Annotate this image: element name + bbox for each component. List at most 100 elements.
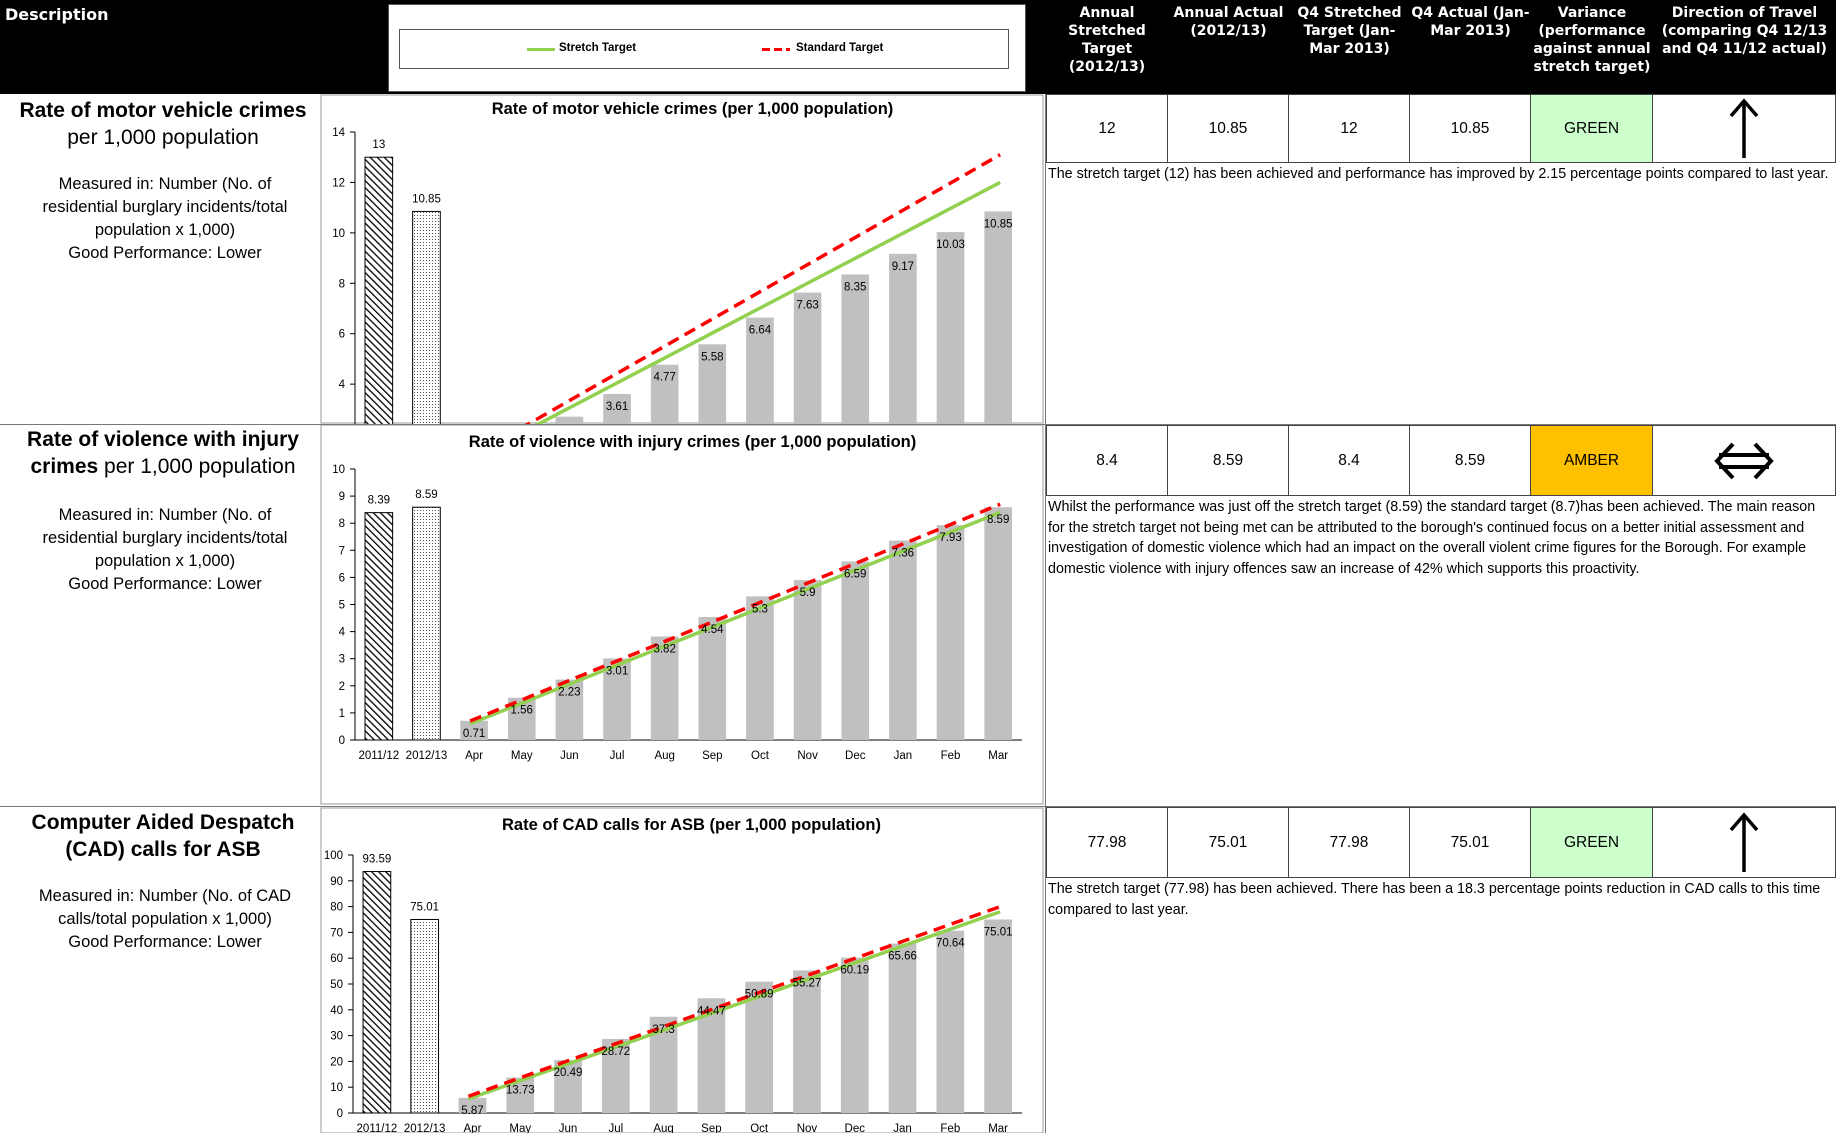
bar-month <box>555 416 584 424</box>
legend-stretch-swatch <box>527 48 555 51</box>
chart-frame <box>320 94 1044 424</box>
bar-data-label: 75.01 <box>984 926 1013 938</box>
row-measured-in: Measured in: Number (No. of residential … <box>42 506 288 593</box>
bar-data-label: 37.3 <box>652 1024 674 1036</box>
x-tick-label: Dec <box>845 750 866 762</box>
x-tick-label: Nov <box>797 1123 818 1133</box>
chart-violence-with-injury: Rate of violence with injury crimes (per… <box>320 425 1044 805</box>
row-title: Computer Aided Despatch (CAD) calls for … <box>8 809 318 863</box>
chart-motor-vehicle: Rate of motor vehicle crimes (per 1,000 … <box>320 94 1044 424</box>
row-violence-with-injury: Rate of violence with injury crimes per … <box>0 425 1836 806</box>
q4-stretched-target-value: 12 <box>1288 94 1410 163</box>
bar-month <box>460 720 488 740</box>
header-col-variance: Variance (performance against annual str… <box>1533 5 1651 75</box>
bar-month <box>984 507 1012 740</box>
y-tick-label: 6 <box>339 329 345 341</box>
bar-month <box>841 561 870 740</box>
x-tick-label: 2011/12 <box>358 750 399 762</box>
bar-data-label: 4.77 <box>653 372 675 384</box>
y-tick-label: 14 <box>332 127 345 139</box>
annual-stretched-target-value: 77.98 <box>1046 807 1168 878</box>
row-comment: Whilst the performance was just off the … <box>1048 499 1816 577</box>
stretch-target-line <box>469 510 1001 726</box>
annual-stretched-target-value: 8.4 <box>1046 425 1168 496</box>
chart-title: Rate of motor vehicle crimes (per 1,000 … <box>492 100 894 118</box>
y-tick-label: 7 <box>339 545 345 557</box>
row-measured-in: Measured in: Number (No. of CAD calls/to… <box>38 887 292 951</box>
variance-badge: AMBER <box>1530 425 1653 496</box>
x-tick-label: Dec <box>845 1123 866 1133</box>
bar-data-label: 0.71 <box>463 728 485 740</box>
y-tick-label: 0 <box>337 1108 343 1120</box>
y-tick-label: 5 <box>339 600 345 612</box>
x-tick-label: Sep <box>701 1123 721 1133</box>
row-title-bold: Rate of violence with injury crimes <box>27 428 299 478</box>
x-tick-label: Feb <box>941 750 961 762</box>
legend-stretch-label: Stretch Target <box>559 42 637 54</box>
bar-month <box>984 211 1012 424</box>
y-tick-label: 8 <box>339 278 345 290</box>
bar-month <box>936 232 965 424</box>
chart-frame <box>320 807 1044 1133</box>
bar-data-label: 10.85 <box>412 193 441 205</box>
row-measured-in: Measured in: Number (No. of residential … <box>42 175 288 262</box>
row-cad-calls-asb: Computer Aided Despatch (CAD) calls for … <box>0 807 1836 1133</box>
bar-data-label: 13 <box>372 139 385 151</box>
x-tick-label: Mar <box>988 1123 1008 1133</box>
row-motor-vehicle: Rate of motor vehicle crimes per 1,000 p… <box>0 94 1836 424</box>
x-tick-label: 2012/13 <box>406 750 448 762</box>
y-tick-label: 12 <box>332 177 345 189</box>
x-tick-label: Nov <box>797 750 818 762</box>
x-tick-label: Jan <box>893 1123 912 1133</box>
bar-2012-13 <box>412 506 441 741</box>
bar-data-label: 6.64 <box>749 325 772 337</box>
header-col-q4-stretched-target: Q4 Stretched Target (Jan-Mar 2013) <box>1297 5 1402 57</box>
bar-data-label: 7.63 <box>796 300 818 312</box>
x-tick-label: Jul <box>610 750 625 762</box>
bar-2011-12 <box>364 512 394 741</box>
bar-month <box>603 658 631 740</box>
direction-cell <box>1652 425 1836 496</box>
bar-data-label: 8.39 <box>368 495 390 507</box>
row-divider-2 <box>0 806 1836 807</box>
bar-data-label: 7.93 <box>939 532 961 544</box>
arrow-up-icon <box>1729 811 1759 872</box>
column-divider <box>1045 94 1046 1133</box>
x-tick-label: Jan <box>894 750 913 762</box>
q4-stretched-target-value: 8.4 <box>1288 425 1410 496</box>
standard-target-line <box>524 153 1002 424</box>
row-title-rest: per 1,000 population <box>98 455 296 478</box>
bar-data-label: 65.66 <box>888 951 917 963</box>
q4-actual-value: 10.85 <box>1409 94 1531 163</box>
bar-data-label: 5.87 <box>461 1105 483 1117</box>
bar-month <box>698 616 727 740</box>
x-tick-label: Sep <box>702 750 722 762</box>
x-tick-label: 2012/13 <box>404 1123 446 1133</box>
row-title-bold: Rate of motor vehicle crimes <box>19 99 307 122</box>
bar-month <box>793 970 821 1113</box>
bar-month <box>889 540 917 740</box>
row-title-bold: Computer Aided Despatch (CAD) calls for … <box>31 811 295 861</box>
bar-data-label: 8.59 <box>415 489 437 501</box>
y-tick-label: 6 <box>339 572 345 584</box>
bar-2012-13 <box>410 918 440 1114</box>
bar-2012-13 <box>412 210 441 424</box>
bar-month <box>650 636 679 740</box>
legend-standard-swatch <box>762 48 790 51</box>
annual-actual-value: 75.01 <box>1167 807 1289 878</box>
bar-data-label: 4.54 <box>701 624 724 636</box>
chart-legend: Stretch Target Standard Target <box>388 4 1026 92</box>
bar-month <box>793 292 822 424</box>
bar-month <box>698 344 727 424</box>
y-tick-label: 30 <box>330 1031 343 1043</box>
x-tick-label: Jul <box>608 1123 623 1133</box>
bar-data-label: 10.85 <box>984 218 1013 230</box>
x-tick-label: May <box>509 1123 531 1133</box>
y-tick-label: 10 <box>332 464 345 476</box>
chart-cad-calls-asb: Rate of CAD calls for ASB (per 1,000 pop… <box>320 807 1044 1133</box>
x-tick-label: Aug <box>653 1123 673 1133</box>
bar-data-label: 50.89 <box>745 989 774 1001</box>
y-tick-label: 90 <box>330 876 343 888</box>
y-tick-label: 60 <box>330 953 343 965</box>
bar-data-label: 3.61 <box>606 401 628 413</box>
